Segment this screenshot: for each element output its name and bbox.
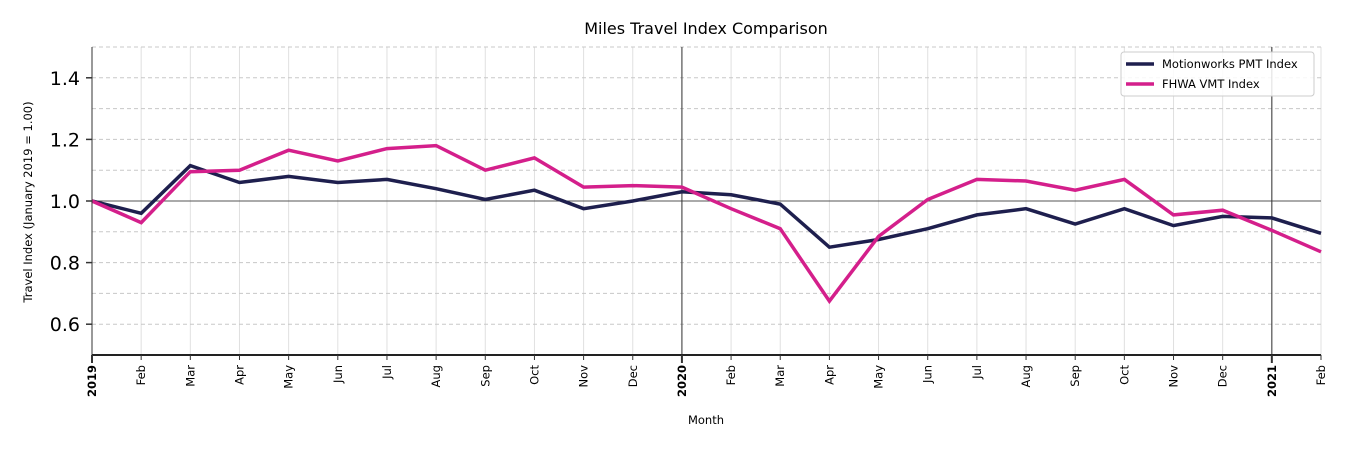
x-tick-label: Nov	[1167, 365, 1181, 388]
x-tick-label: Aug	[429, 365, 443, 387]
y-tick-label: 1.2	[50, 129, 80, 151]
x-tick-label: Feb	[724, 365, 738, 385]
reference-lines	[92, 47, 1321, 355]
x-tick-label: Mar	[773, 365, 787, 387]
x-tick-label: May	[282, 365, 296, 389]
y-tick-label: 1.0	[50, 191, 80, 213]
x-tick-label: 2020	[675, 365, 689, 397]
y-axis-ticks: 0.6 0.8 1.0 1.2 1.4	[50, 68, 92, 336]
series-lines	[91, 143, 1322, 305]
x-tick-label: Sep	[478, 365, 492, 387]
x-tick-label: Jul	[970, 365, 984, 380]
x-tick-label: Nov	[577, 365, 591, 388]
x-tick-label: Sep	[1068, 365, 1082, 387]
x-tick-label: Dec	[1216, 365, 1230, 387]
x-tick-label: May	[872, 365, 886, 389]
legend-label: FHWA VMT Index	[1162, 77, 1260, 91]
legend-label: Motionworks PMT Index	[1162, 57, 1298, 71]
y-axis-label: Travel Index (January 2019 = 1.00)	[21, 101, 35, 303]
x-tick-label: Apr	[822, 365, 836, 385]
x-tick-label: Apr	[232, 365, 246, 385]
x-tick-label: Feb	[134, 365, 148, 385]
x-tick-label: Mar	[183, 365, 197, 387]
y-tick-label: 1.4	[50, 68, 80, 90]
legend-box	[1120, 51, 1315, 97]
x-tick-label: 2019	[85, 365, 99, 397]
y-tick-label: 0.8	[50, 253, 80, 275]
legend: Motionworks PMT Index FHWA VMT Index	[1120, 51, 1315, 97]
x-tick-label: Oct	[527, 365, 541, 385]
x-tick-label: Feb	[1314, 365, 1328, 385]
x-tick-label: Jun	[921, 365, 935, 384]
x-tick-label: Jul	[380, 365, 394, 380]
y-tick-label: 0.6	[50, 314, 80, 336]
x-axis-label: Month	[688, 413, 724, 427]
x-axis-ticks: 2019 Feb Mar Apr May Jun Jul Aug Sep Oct Nov Dec 202…	[85, 355, 1328, 397]
x-tick-label: Jun	[331, 365, 345, 384]
series-line	[91, 143, 1322, 305]
x-tick-label: Oct	[1117, 365, 1131, 385]
x-tick-label: Aug	[1019, 365, 1033, 387]
series-line	[91, 163, 1322, 250]
x-tick-label: 2021	[1265, 365, 1279, 397]
chart-title: Miles Travel Index Comparison	[584, 19, 828, 38]
x-tick-label: Dec	[626, 365, 640, 387]
